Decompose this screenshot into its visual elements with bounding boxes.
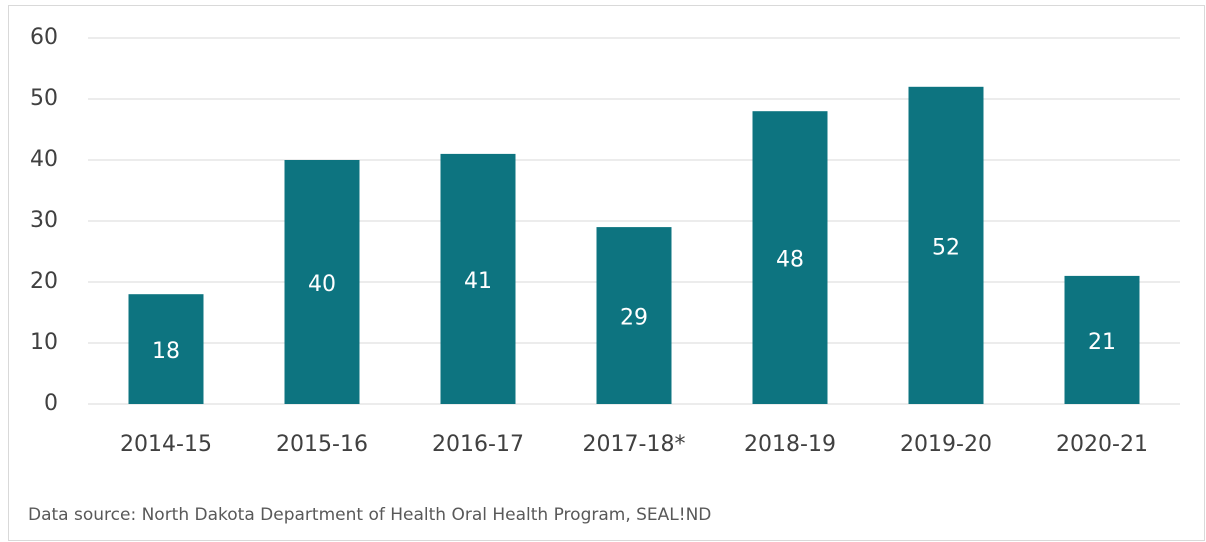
data-source: Data source: North Dakota Department of …	[28, 505, 711, 525]
bar	[752, 111, 828, 404]
bar	[440, 153, 516, 404]
y-tick-label: 50	[30, 86, 58, 111]
bar	[128, 294, 204, 404]
bar	[596, 227, 672, 404]
y-tick-label: 0	[44, 391, 58, 416]
y-tick-label: 10	[30, 330, 58, 355]
data-label: 52	[932, 235, 960, 260]
bar	[1064, 275, 1140, 404]
x-tick-label: 2019-20	[900, 432, 992, 457]
y-tick-label: 20	[30, 269, 58, 294]
x-tick-label: 2015-16	[276, 432, 368, 457]
y-tick-label: 30	[30, 208, 58, 233]
data-label: 48	[776, 248, 804, 273]
data-label: 29	[620, 306, 648, 331]
x-tick-label: 2014-15	[120, 432, 212, 457]
chart-border	[8, 5, 1205, 541]
data-label: 18	[152, 339, 180, 364]
bar	[284, 160, 360, 404]
data-label: 40	[308, 272, 336, 297]
x-tick-label: 2020-21	[1056, 432, 1148, 457]
data-label: 21	[1088, 330, 1116, 355]
x-tick-label: 2018-19	[744, 432, 836, 457]
x-tick-label: 2017-18*	[583, 432, 686, 457]
x-tick-label: 2016-17	[432, 432, 524, 457]
bar	[908, 86, 984, 405]
data-label: 41	[464, 269, 492, 294]
y-tick-label: 40	[30, 147, 58, 172]
y-tick-label: 60	[30, 25, 58, 50]
